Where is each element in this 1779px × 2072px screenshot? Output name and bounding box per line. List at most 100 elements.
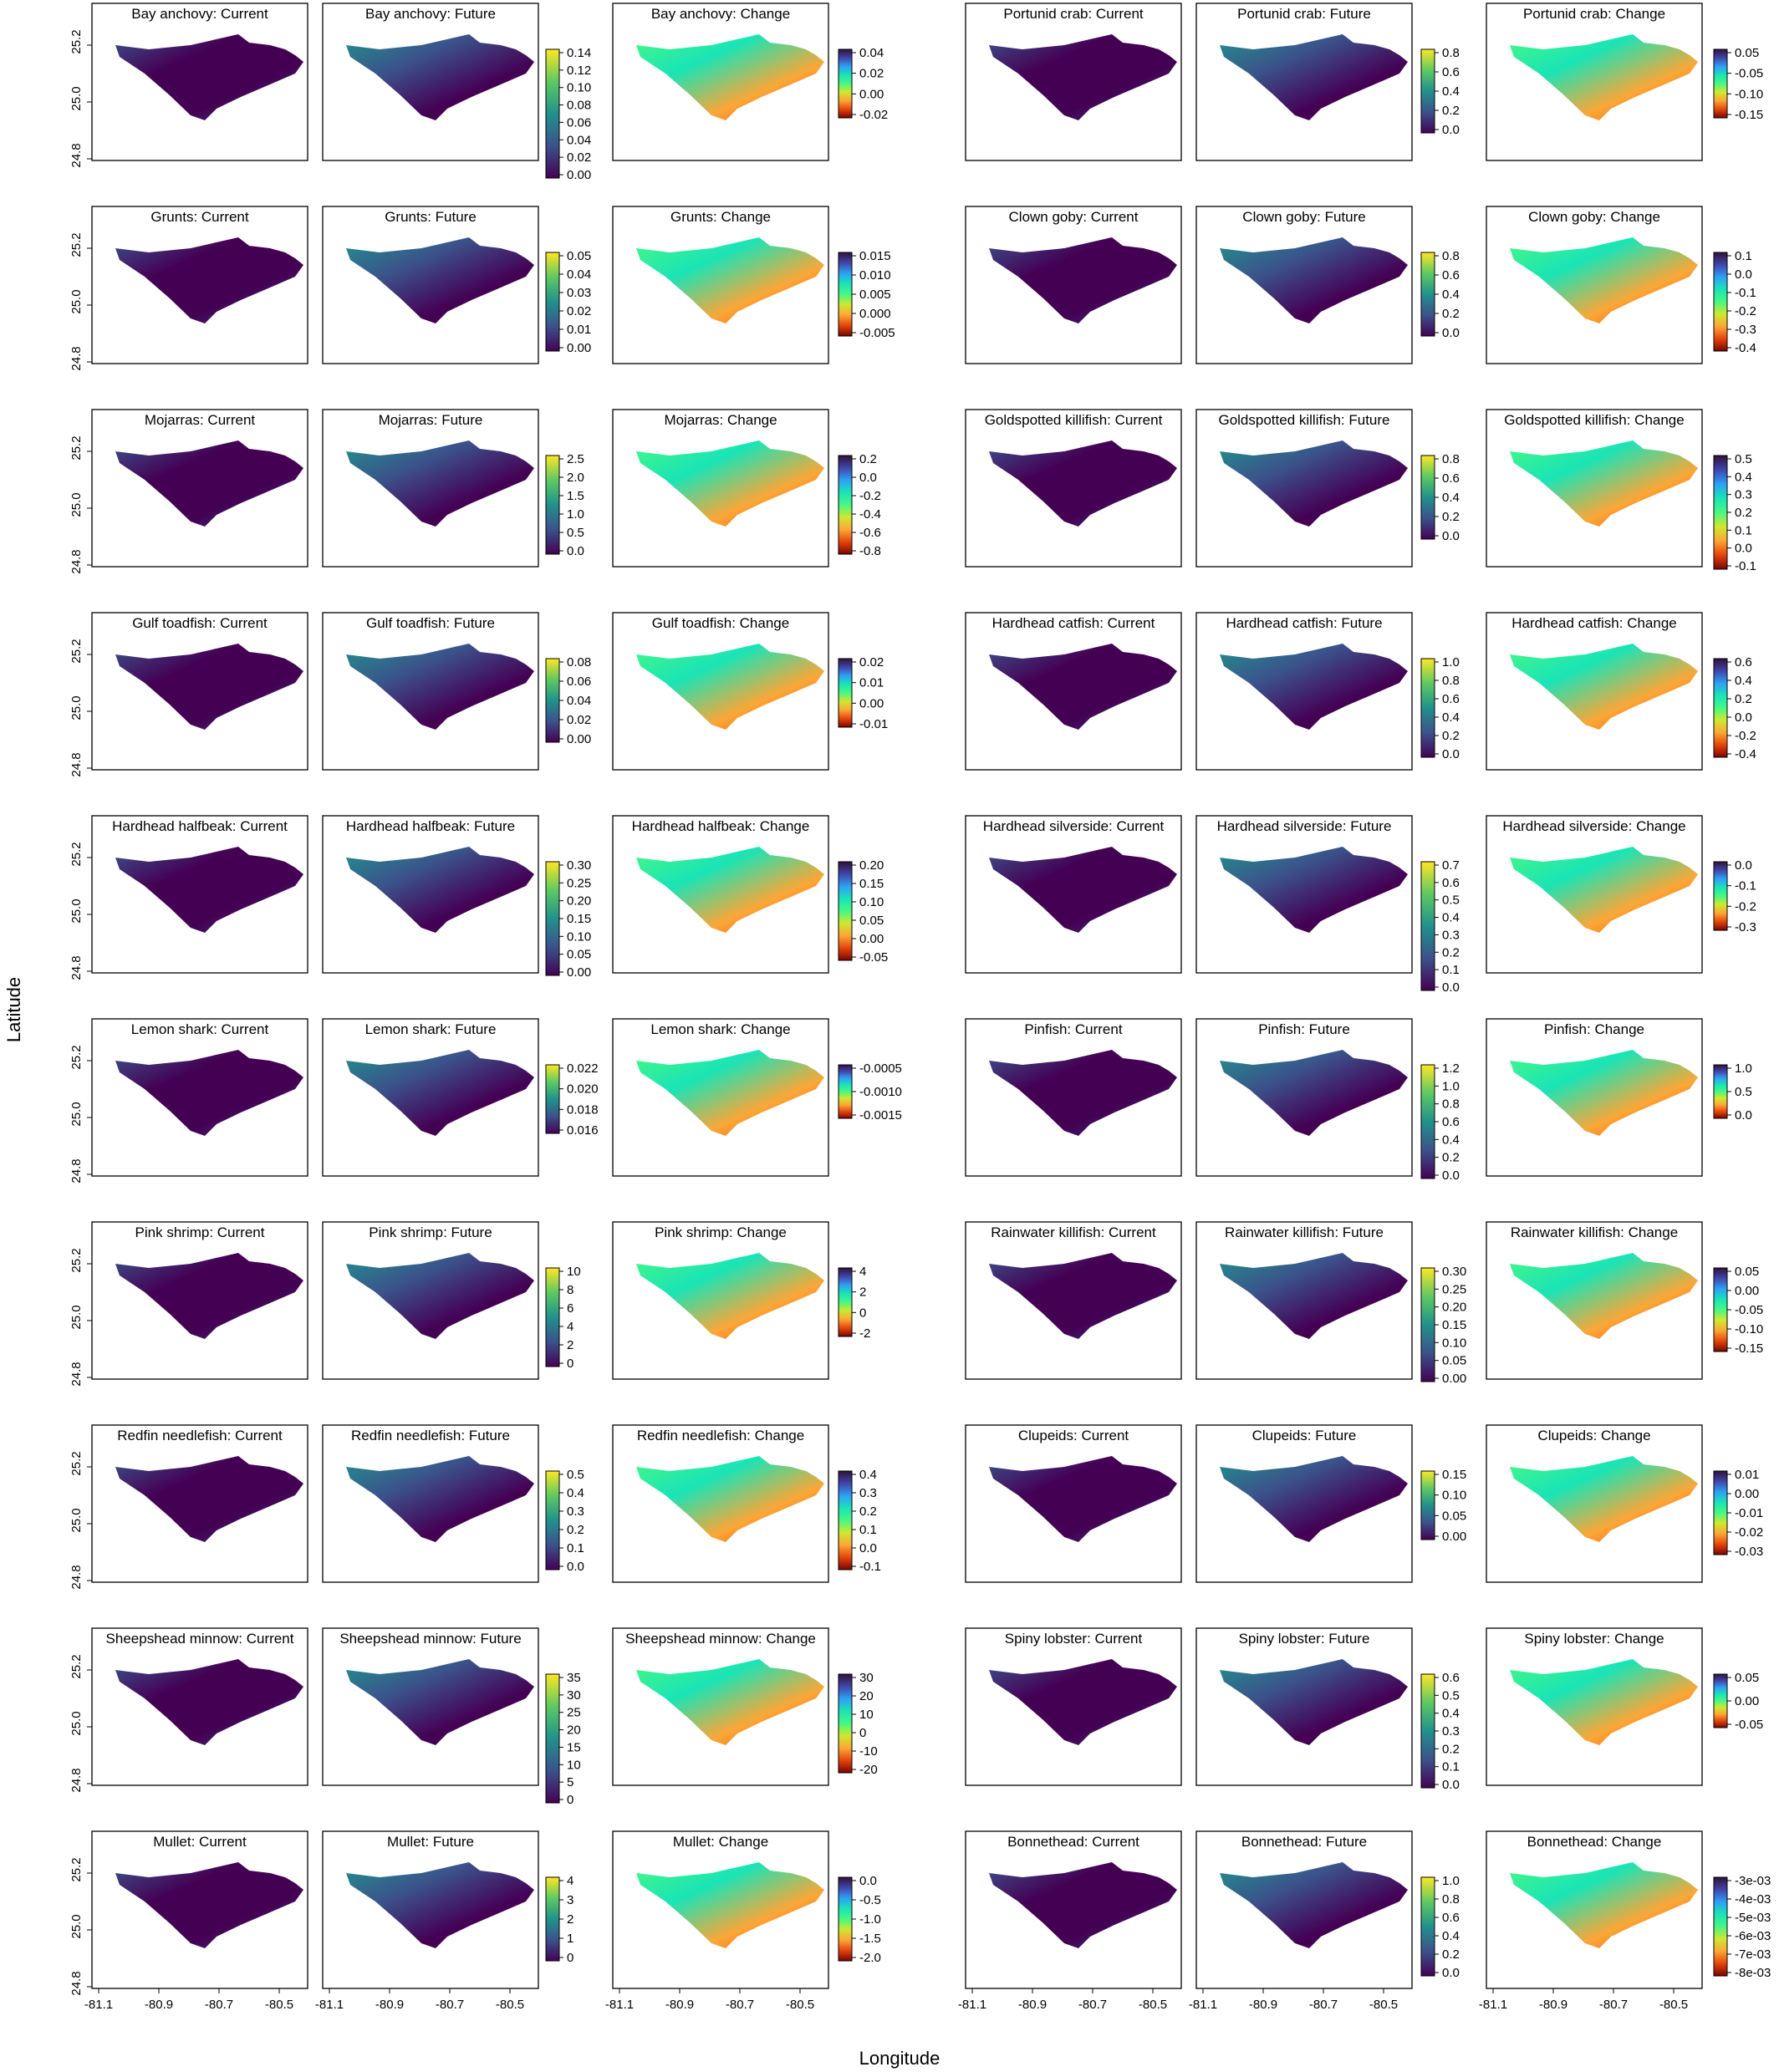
colorbar-tick-label: 0.05 <box>1735 1265 1759 1279</box>
colorbar-tick-label: 1.2 <box>1442 1061 1460 1076</box>
colorbar-tick-label: 0.4 <box>1442 1929 1460 1943</box>
lat-tick-label: 25.2 <box>69 1451 84 1475</box>
lon-tick-label: -80.7 <box>726 1998 754 2012</box>
colorbar: 0.5 0.4 0.3 0.2 0.1 0.0 -0.1 <box>1713 452 1756 573</box>
colorbar-gradient <box>545 252 560 352</box>
lon-tick-label: -80.5 <box>786 1998 814 2012</box>
colorbar-tick-label: 0.05 <box>567 249 591 263</box>
latitude-axis: 25.2 25.0 24.8 <box>69 639 92 777</box>
map-panel: Lemon shark: Current <box>91 1018 308 1177</box>
colorbar-tick-label: 0.14 <box>567 46 591 60</box>
colorbar-tick-label: -10 <box>859 1744 878 1759</box>
colorbar-tick-label: -0.4 <box>1735 747 1756 761</box>
colorbar-tick-label: 10 <box>859 1708 874 1722</box>
colorbar-gradient <box>1713 252 1728 352</box>
colorbar-tick-label: 0.022 <box>567 1061 599 1076</box>
colorbar-tick-label: 1.0 <box>1442 1079 1460 1093</box>
map-panel: Bonnethead: Change <box>1486 1830 1703 1989</box>
colorbar-tick-label: 0.15 <box>1442 1318 1466 1332</box>
colorbar: 0.02 0.01 0.00 -0.01 <box>838 655 888 731</box>
map-panel: Pinfish: Change <box>1486 1018 1703 1177</box>
bay-map <box>989 1659 1177 1745</box>
lon-tick-label: -80.5 <box>265 1998 293 2012</box>
panel-title: Mullet: Change <box>673 1834 768 1850</box>
colorbar-gradient <box>838 658 853 728</box>
colorbar-tick-label: 0.05 <box>1735 1671 1759 1685</box>
colorbar-tick-label: -6e-03 <box>1735 1929 1771 1943</box>
colorbar-tick-label: 0.00 <box>1735 1694 1759 1708</box>
bay-map <box>636 1659 824 1745</box>
lat-tick-label: 24.8 <box>69 1768 84 1792</box>
colorbar-tick-label: 0.25 <box>567 876 591 890</box>
colorbar: 0.5 0.4 0.3 0.2 0.1 0.0 <box>545 1468 584 1574</box>
colorbar-tick-label: 2 <box>567 1338 573 1352</box>
colorbar-tick-label: -0.05 <box>859 950 888 965</box>
colorbar-tick-label: -0.1 <box>859 1560 881 1574</box>
map-panel: Goldspotted killifish: Future <box>1195 409 1413 568</box>
colorbar-tick-label: 0.1 <box>1735 249 1752 263</box>
colorbar-tick-label: 0.00 <box>1442 1372 1466 1386</box>
colorbar-tick-label: 0.0 <box>1735 710 1752 725</box>
lat-tick-label: 25.0 <box>69 492 84 517</box>
map-panel: Hardhead halfbeak: Future <box>322 815 539 974</box>
colorbar-tick-label: 0.8 <box>1442 674 1460 688</box>
colorbar-tick-label: -5e-03 <box>1735 1911 1771 1925</box>
colorbar-tick-label: -0.3 <box>1735 323 1756 337</box>
colorbar-tick-label: -0.10 <box>1735 1322 1763 1336</box>
colorbar-gradient <box>1420 1876 1435 1977</box>
colorbar-gradient <box>1713 48 1728 119</box>
map-panel: Sheepshead minnow: Current <box>91 1627 308 1786</box>
lon-tick-label: -81.1 <box>958 1998 986 2012</box>
panel-title: Hardhead halfbeak: Current <box>112 818 288 834</box>
colorbar-tick-label: 0 <box>859 1726 866 1740</box>
colorbar-gradient <box>545 861 560 976</box>
colorbar-tick-label: 0.6 <box>1442 876 1460 890</box>
colorbar-tick-label: 0.10 <box>567 929 591 944</box>
colorbar-tick-label: 0.04 <box>567 267 591 282</box>
bay-map <box>989 1253 1177 1339</box>
colorbar-tick-label: 0.05 <box>1442 1354 1466 1368</box>
lat-tick-label: 25.2 <box>69 232 84 257</box>
colorbar-gradient <box>1420 658 1435 758</box>
colorbar-tick-label: 0.02 <box>859 67 884 81</box>
bay-map <box>1220 1253 1408 1339</box>
colorbar-tick-label: 0.5 <box>1442 893 1460 908</box>
panel-title: Rainwater killifish: Current <box>991 1224 1156 1240</box>
bay-map <box>1510 1456 1698 1542</box>
map-panel: Clown goby: Future <box>1195 206 1413 364</box>
panel-title: Lemon shark: Change <box>650 1021 790 1037</box>
panels-layer: Bay anchovy: Current Bay anchovy: Future B… <box>69 3 1771 2012</box>
colorbar-tick-label: 0.08 <box>567 655 591 669</box>
lat-tick-label: 25.2 <box>69 435 84 460</box>
colorbar-tick-label: -0.10 <box>1735 87 1763 101</box>
map-panel: Hardhead catfish: Change <box>1486 612 1703 771</box>
colorbar-tick-label: 0.6 <box>1442 471 1460 486</box>
colorbar: 0.08 0.06 0.04 0.02 0.00 <box>545 655 591 746</box>
bay-map <box>636 34 824 120</box>
colorbar-tick-label: 0.4 <box>1442 1133 1460 1147</box>
colorbar-tick-label: 0.04 <box>859 46 884 60</box>
lon-tick-label: -81.1 <box>1479 1998 1507 2012</box>
colorbar-tick-label: 0.3 <box>1442 1724 1460 1739</box>
map-panel: Portunid crab: Future <box>1195 3 1413 161</box>
bay-map <box>1510 440 1698 527</box>
colorbar-tick-label: 30 <box>859 1671 874 1685</box>
lat-tick-label: 24.8 <box>69 143 84 167</box>
bay-map <box>115 644 303 730</box>
colorbar: 0.05 -0.05 -0.10 -0.15 <box>1713 46 1763 122</box>
colorbar-gradient <box>545 1470 560 1571</box>
lat-tick-label: 25.0 <box>69 86 84 110</box>
panel-title: Bonnethead: Current <box>1007 1834 1139 1850</box>
colorbar-tick-label: 0.4 <box>859 1468 877 1482</box>
map-panel: Rainwater killifish: Future <box>1195 1221 1413 1380</box>
colorbar-tick-label: 0.6 <box>1442 268 1460 283</box>
panel-title: Mojarras: Current <box>145 412 256 428</box>
colorbar-gradient <box>838 48 853 119</box>
colorbar-tick-label: 0.30 <box>1442 1265 1466 1279</box>
colorbar: 1.0 0.8 0.6 0.4 0.2 0.0 <box>1420 655 1460 761</box>
colorbar-tick-label: 0.6 <box>1442 1911 1460 1925</box>
bay-map <box>1220 644 1408 730</box>
colorbar-tick-label: 0.03 <box>567 286 591 300</box>
colorbar-tick-label: 0.15 <box>1442 1468 1466 1482</box>
longitude-axis: -81.1 -80.9 -80.7 -80.5 <box>958 1988 1167 2012</box>
